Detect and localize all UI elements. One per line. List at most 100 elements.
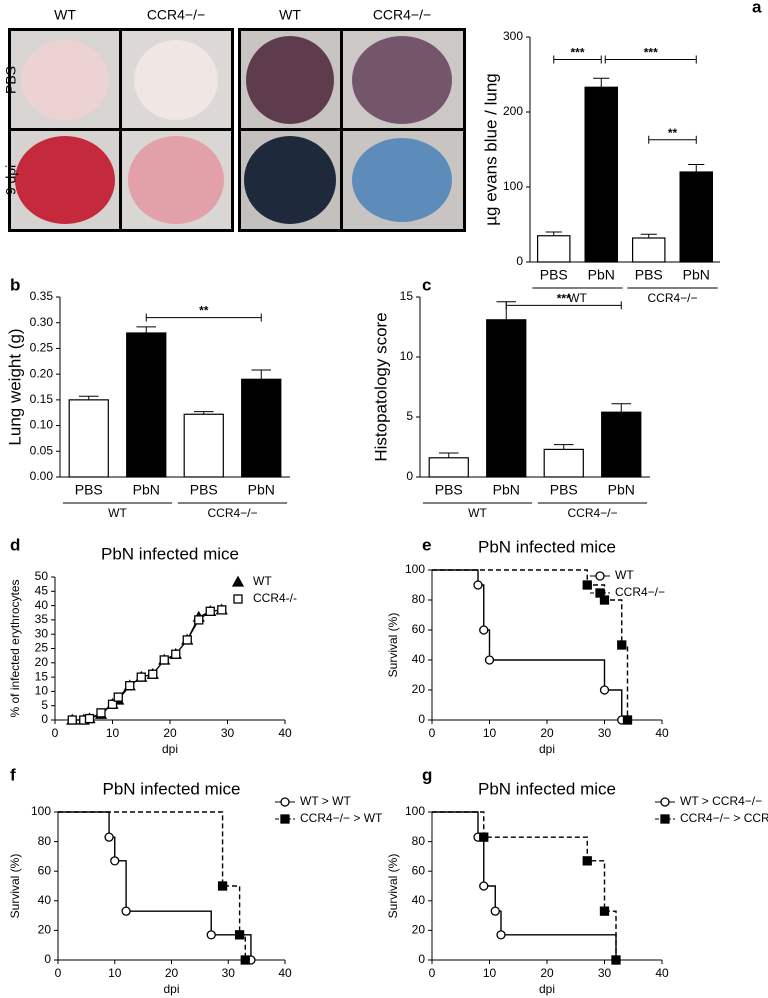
marker	[479, 881, 489, 891]
legend-label: WT	[253, 574, 272, 588]
photo-panel: WT CCR4−/− WT CCR4−/− PBS 9 dpi	[3, 7, 466, 232]
legend-label: CCR4−/−	[615, 585, 665, 599]
x-tick-label: 20	[165, 966, 179, 980]
x-tick-label: PbN	[588, 267, 615, 283]
marker	[611, 955, 621, 965]
y-tick-label: 5	[41, 698, 48, 712]
legend-marker	[595, 571, 605, 581]
panel-label: e	[422, 535, 431, 554]
y-tick-label: 20	[412, 923, 426, 937]
marker	[206, 930, 216, 940]
y-tick-label: 40	[412, 652, 426, 666]
x-tick-label: PBS	[75, 482, 103, 498]
marker	[107, 699, 118, 709]
x-tick-label: 40	[655, 726, 669, 740]
y-tick-label: 20	[412, 682, 426, 696]
panel-label: a	[752, 0, 762, 16]
y-tick-label: 0.00	[30, 469, 54, 483]
bar	[68, 399, 109, 478]
x-tick-label: 40	[278, 966, 292, 980]
x-tick-label: PbN	[133, 482, 160, 498]
panel-label: c	[422, 275, 431, 294]
y-tick-label: 0	[41, 712, 48, 726]
marker	[473, 580, 483, 590]
significance-label: **	[199, 304, 209, 318]
y-tick-label: 30	[35, 626, 49, 640]
photo-row-label: PBS	[3, 66, 19, 94]
y-tick-label: 45	[35, 583, 49, 597]
group-label: CCR4−/−	[647, 291, 697, 305]
photo-column-label: CCR4−/−	[373, 7, 431, 23]
x-tick-label: 40	[278, 726, 292, 740]
survival-curve	[58, 811, 246, 960]
legend-marker	[595, 588, 605, 598]
marker	[490, 906, 500, 916]
legend-marker	[233, 594, 243, 604]
marker	[479, 832, 489, 842]
panel-label: g	[422, 765, 432, 784]
marker	[182, 635, 192, 645]
marker	[194, 615, 204, 625]
significance-label: ***	[570, 46, 584, 60]
y-tick-label: 20	[35, 655, 49, 669]
group-label: CCR4−/−	[207, 506, 257, 520]
lung	[21, 40, 109, 120]
significance-label: ***	[557, 292, 571, 306]
y-tick-label: 10	[35, 684, 49, 698]
lung	[128, 136, 224, 224]
y-tick-label: 60	[38, 863, 52, 877]
x-axis-label: dpi	[162, 742, 178, 756]
y-tick-label: 0.30	[30, 315, 54, 329]
bar	[241, 378, 282, 478]
y-tick-label: 40	[35, 598, 49, 612]
x-axis-label: dpi	[539, 982, 555, 996]
x-tick-label: PbN	[683, 267, 710, 283]
marker	[582, 580, 592, 590]
y-tick-label: 15	[400, 289, 414, 303]
marker	[96, 708, 106, 718]
y-tick-label: 0.25	[30, 341, 54, 355]
legend-marker	[660, 814, 670, 824]
y-axis-label: Lung weight (g)	[5, 328, 24, 445]
legend-marker	[660, 797, 670, 807]
marker	[84, 713, 95, 724]
series-line	[72, 609, 222, 721]
marker	[217, 605, 227, 615]
y-axis-label: Histopatology score	[371, 312, 390, 461]
legend-label: WT > WT	[300, 794, 351, 808]
photo-column-label: WT	[279, 7, 301, 23]
y-tick-label: 0	[44, 952, 51, 966]
x-tick-label: PBS	[550, 482, 578, 498]
y-tick-label: 60	[412, 863, 426, 877]
x-tick-label: 10	[483, 726, 497, 740]
y-tick-label: 300	[503, 29, 523, 43]
lung	[244, 136, 336, 224]
x-tick-label: 10	[108, 966, 122, 980]
y-tick-label: 5	[406, 409, 413, 423]
marker	[479, 625, 489, 635]
y-axis-label: µg evans blue / lung	[481, 73, 500, 226]
y-tick-label: 0	[516, 254, 523, 268]
legend-marker	[231, 575, 245, 587]
x-tick-label: 10	[106, 726, 120, 740]
legend-label: WT	[615, 568, 634, 582]
marker	[496, 930, 506, 940]
lung	[134, 40, 218, 120]
y-tick-label: 100	[503, 179, 523, 193]
marker	[121, 906, 131, 916]
bar	[584, 86, 618, 263]
bar	[126, 332, 167, 478]
panel-label: b	[10, 275, 20, 294]
y-tick-label: 0	[406, 469, 413, 483]
legend-label: CCR4−/− > WT	[300, 811, 383, 825]
y-tick-label: 50	[35, 569, 49, 583]
y-tick-label: 35	[35, 612, 49, 626]
marker	[104, 832, 114, 842]
group-label: WT	[108, 506, 127, 520]
group-label: WT	[468, 506, 487, 520]
bar	[428, 457, 469, 478]
x-tick-label: 0	[429, 966, 436, 980]
marker	[148, 669, 158, 679]
chart-title: PbN infected mice	[478, 537, 616, 556]
